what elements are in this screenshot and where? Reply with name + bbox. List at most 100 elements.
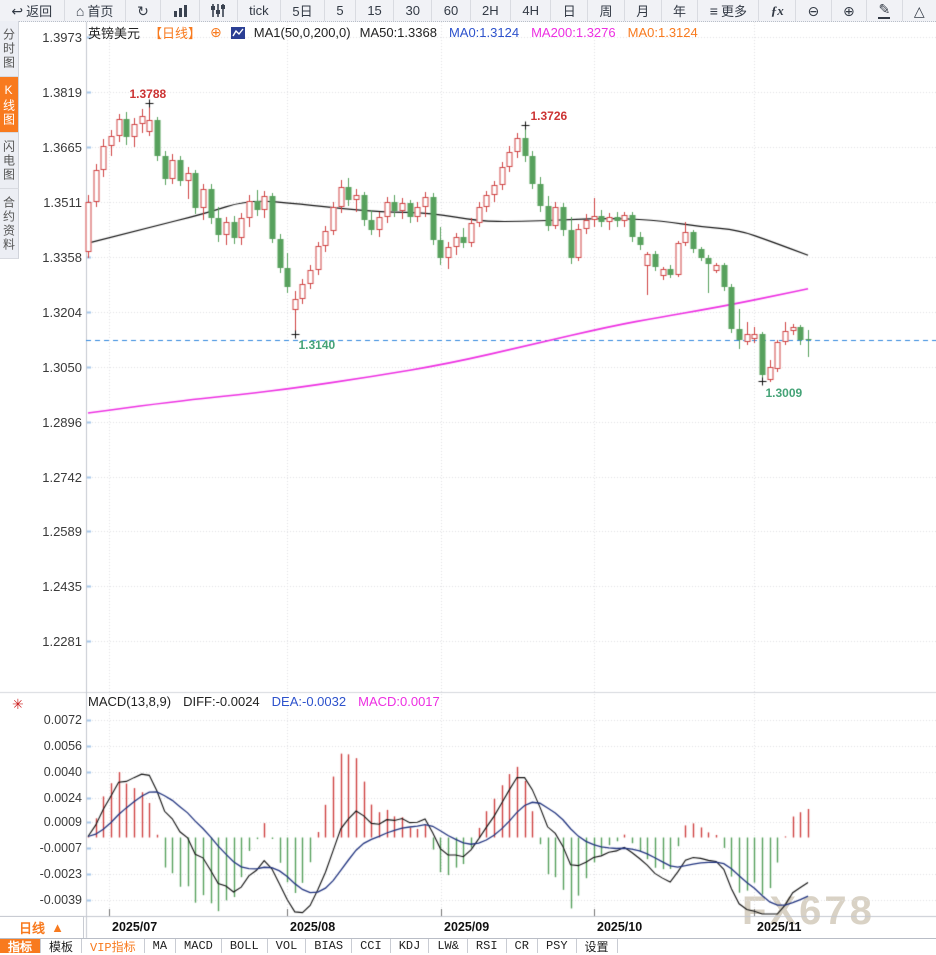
fx-label: ƒx xyxy=(770,2,784,18)
shapes-icon: △ xyxy=(913,2,925,19)
sidebar-item-contract-info[interactable]: 合约资料 xyxy=(0,189,19,259)
macd-axis-label: 0.0040 xyxy=(43,764,82,779)
refresh-icon: ↻ xyxy=(137,2,149,19)
home-label: 首页 xyxy=(87,4,114,19)
monthly-label: 月 xyxy=(636,4,650,19)
macd-header: MACD(13,8,9) DIFF:-0.0024 DEA:-0.0032 MACD… xyxy=(88,694,440,709)
4-hour-label: 4H xyxy=(522,3,539,18)
candle-chart-button[interactable] xyxy=(200,0,238,21)
price-axis-label: 1.2435 xyxy=(42,579,82,595)
tab-lwr[interactable]: LW& xyxy=(429,939,468,953)
price-axis-label: 1.3511 xyxy=(43,195,82,210)
back-button[interactable]: ↩ 返回 xyxy=(0,0,65,21)
30-min-button[interactable]: 30 xyxy=(394,0,433,21)
yearly-label: 年 xyxy=(673,4,687,19)
price-axis-label: 1.3973 xyxy=(42,30,82,45)
macd-axis-label: 0.0056 xyxy=(43,738,82,753)
more-label: 更多 xyxy=(720,4,747,19)
tab-rsi[interactable]: RSI xyxy=(468,939,507,953)
tab-macd[interactable]: MACD xyxy=(176,939,222,953)
2-hour-button[interactable]: 2H xyxy=(471,0,511,21)
time-axis-label: 2025/09 xyxy=(444,920,490,934)
price-axis-label: 1.2742 xyxy=(42,469,82,485)
zoom-out-icon: ⊖ xyxy=(807,2,820,19)
legend-ma200-value: MA200:1.3276 xyxy=(531,25,616,40)
15-min-button[interactable]: 15 xyxy=(356,0,395,21)
15-min-label: 15 xyxy=(367,3,382,18)
weekly-label: 周 xyxy=(599,4,613,19)
high-price-annotation: 1.3726 xyxy=(530,108,568,123)
tab-settings[interactable]: 设置 xyxy=(577,939,618,955)
macd-axis-label: 0.0072 xyxy=(43,712,82,727)
tab-vol[interactable]: VOL xyxy=(268,939,307,953)
macd-axis-label: -0.0039 xyxy=(39,892,82,907)
time-axis-label: 2025/08 xyxy=(290,920,336,934)
5-min-label: 5 xyxy=(336,3,344,18)
zoom-in-icon: ⊕ xyxy=(842,2,855,19)
daily-button[interactable]: 日 xyxy=(551,0,589,21)
macd-axis-label: 0.0024 xyxy=(43,790,82,805)
add-indicator-icon[interactable]: ⊕ xyxy=(210,24,222,40)
legend-ma0-blue-value: MA0:1.3124 xyxy=(448,25,520,40)
monthly-button[interactable]: 月 xyxy=(625,0,662,21)
symbol-name: 英镑美元 xyxy=(88,26,141,41)
5-min-button[interactable]: 5 xyxy=(325,0,356,21)
macd-macd-value: MACD:0.0017 xyxy=(358,694,440,709)
sidebar-item-kline-chart[interactable]: K线图 xyxy=(0,77,19,133)
tab-vip-indicators[interactable]: VIP指标 xyxy=(82,939,145,955)
tick-button[interactable]: tick xyxy=(238,0,281,21)
macd-dea-value: DEA:-0.0032 xyxy=(271,694,347,709)
macd-axis-label: -0.0023 xyxy=(39,866,82,881)
home-button[interactable]: ⌂ 首页 xyxy=(65,0,126,21)
time-axis-label: 2025/10 xyxy=(597,920,643,934)
weekly-button[interactable]: 周 xyxy=(588,0,625,21)
price-axis-label: 1.2589 xyxy=(42,524,82,540)
5-day-label: 5日 xyxy=(292,4,313,19)
period-label: 【日线】 xyxy=(149,26,202,41)
home-icon: ⌂ xyxy=(75,2,85,19)
legend-ma0-orange-value: MA0:1.3124 xyxy=(627,25,698,40)
draw-button[interactable]: ✎ xyxy=(867,0,903,21)
chart-thumbnail-icon xyxy=(230,26,245,39)
chart-legend: 英镑美元 【日线】 ⊕ MA1(50,0,200,0) MA50:1.3368 M… xyxy=(88,23,698,42)
draw-icon: ✎ xyxy=(878,1,891,19)
tab-cci[interactable]: CCI xyxy=(352,939,391,953)
2-hour-label: 2H xyxy=(481,3,499,18)
tab-psy[interactable]: PSY xyxy=(538,939,577,953)
sidebar-item-lightning-chart[interactable]: 闪电图 xyxy=(0,133,19,189)
price-axis-label: 1.3819 xyxy=(42,85,82,100)
macd-axis-label: -0.0007 xyxy=(39,840,82,855)
sidebar-item-time-chart[interactable]: 分时图 xyxy=(0,21,19,77)
high-price-annotation: 1.3788 xyxy=(129,86,167,101)
zoom-out-button[interactable]: ⊖ xyxy=(796,0,832,21)
macd-axis-label: 0.0009 xyxy=(43,814,82,829)
tab-indicators[interactable]: 指标 xyxy=(0,939,42,955)
tab-boll[interactable]: BOLL xyxy=(222,939,268,953)
price-axis-label: 1.3358 xyxy=(42,249,82,265)
tab-ma[interactable]: MA xyxy=(145,939,177,953)
indicator-tabbar: 指标 模板 VIP指标 MA MACD BOLL VOL BIAS CCI KDJ LW& RSI CR… xyxy=(0,938,936,955)
60-min-button[interactable]: 60 xyxy=(432,0,471,21)
5-day-button[interactable]: 5日 xyxy=(281,0,325,21)
price-axis-label: 1.3204 xyxy=(42,304,82,320)
macd-settings-icon[interactable]: ✳ xyxy=(12,696,24,712)
yearly-button[interactable]: 年 xyxy=(662,0,699,21)
refresh-button[interactable]: ↻ xyxy=(126,0,162,21)
legend-ma50-value: MA50:1.3368 xyxy=(359,25,437,40)
more-button[interactable]: ≡ 更多 xyxy=(698,0,760,21)
fx-button[interactable]: ƒx xyxy=(759,0,797,21)
tab-templates[interactable]: 模板 xyxy=(41,939,83,955)
shapes-button[interactable]: △ xyxy=(903,0,936,21)
tab-bias[interactable]: BIAS xyxy=(306,939,353,953)
timeframe-label: 日线 xyxy=(19,921,46,936)
timeframe-selector[interactable]: 日线 ▲ xyxy=(0,916,84,938)
low-price-annotation: 1.3140 xyxy=(298,337,336,352)
4-hour-button[interactable]: 4H xyxy=(511,0,552,21)
bar-chart-button[interactable] xyxy=(161,0,200,21)
tab-kdj[interactable]: KDJ xyxy=(391,939,430,953)
macd-title: MACD(13,8,9) xyxy=(88,694,172,709)
time-axis-label: 2025/11 xyxy=(757,920,802,934)
zoom-in-button[interactable]: ⊕ xyxy=(832,0,868,21)
tab-cr[interactable]: CR xyxy=(507,939,538,953)
